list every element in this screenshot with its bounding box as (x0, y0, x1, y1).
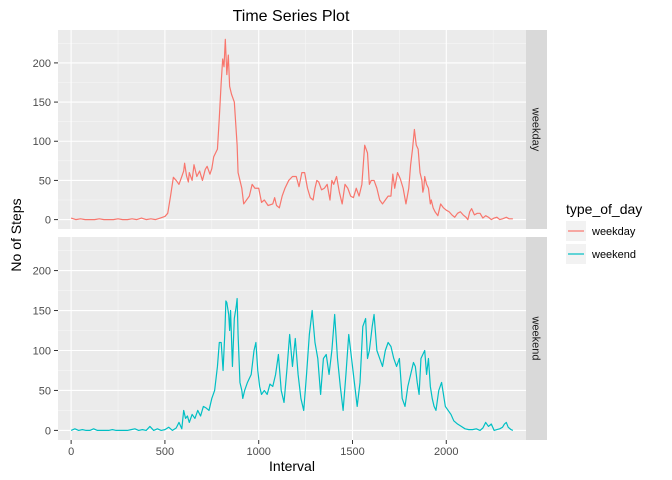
y-tick-label: 200 (33, 58, 51, 70)
y-tick-label: 0 (45, 214, 51, 226)
panel-weekend-background (58, 237, 526, 440)
legend-label-weekday: weekday (591, 226, 636, 238)
y-tick-label: 50 (39, 385, 51, 397)
y-axis-weekend: 0 50 100 150 200 (33, 265, 58, 437)
chart-title: Time Series Plot (233, 8, 350, 25)
y-tick-label: 50 (39, 175, 51, 187)
x-tick-label: 0 (68, 446, 74, 458)
y-tick-label: 0 (45, 425, 51, 437)
x-tick-label: 1000 (246, 446, 270, 458)
strip-weekend-background (526, 237, 547, 440)
y-tick-label: 150 (33, 97, 51, 109)
series-line-weekend (70, 297, 514, 432)
y-tick-label: 100 (33, 345, 51, 357)
legend: type_of_day weekday weekend (566, 201, 642, 264)
y-axis-weekday: 0 50 100 150 200 (33, 58, 58, 226)
x-axis-title: Interval (269, 458, 315, 474)
panel-weekday-grid (58, 30, 526, 229)
x-axis: 0 500 1000 1500 2000 (68, 440, 459, 458)
series-line-weekday (70, 38, 513, 221)
y-tick-label: 150 (33, 305, 51, 317)
y-axis-title: No of Steps (8, 198, 24, 271)
panel-weekday-background (58, 30, 526, 229)
strip-weekday-background (526, 30, 547, 229)
panel-weekday-series (70, 38, 513, 221)
y-tick-label: 100 (33, 136, 51, 148)
legend-title: type_of_day (566, 201, 642, 217)
panel-weekend-series (70, 297, 514, 432)
legend-label-weekend: weekend (591, 249, 636, 261)
x-tick-label: 2000 (434, 446, 458, 458)
y-tick-label: 200 (33, 265, 51, 277)
strip-label-weekday: weekday (530, 107, 542, 152)
x-tick-label: 500 (156, 446, 174, 458)
strip-label-weekend: weekend (530, 315, 542, 360)
x-tick-label: 1500 (340, 446, 364, 458)
